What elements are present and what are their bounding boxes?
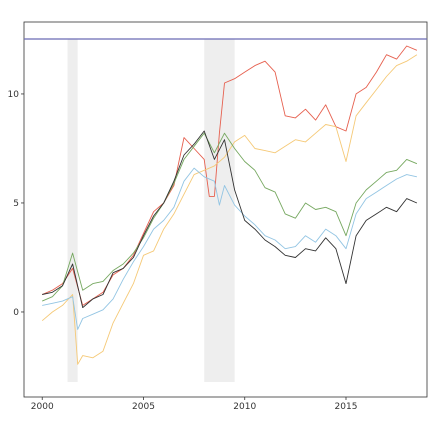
series-line-2	[41, 54, 418, 365]
x-axis: 2000 2005 2010 2015	[31, 397, 358, 412]
recession-shading	[67, 39, 235, 382]
series-line-3	[42, 132, 418, 302]
x-tick-label: 2010	[233, 402, 256, 412]
y-tick-label: 0	[13, 308, 19, 318]
series-lines	[41, 45, 418, 365]
x-tick-label: 2015	[335, 402, 358, 412]
shaded-period-2	[204, 39, 235, 382]
shaded-period-1	[67, 39, 78, 382]
x-tick-label: 2000	[31, 402, 54, 412]
y-axis: 0 5 10	[8, 90, 24, 318]
x-tick-label: 2005	[132, 402, 155, 412]
y-tick-label: 5	[13, 199, 19, 209]
series-line-4	[42, 167, 417, 330]
y-tick-label: 10	[8, 90, 20, 100]
series-line-5	[42, 130, 418, 309]
